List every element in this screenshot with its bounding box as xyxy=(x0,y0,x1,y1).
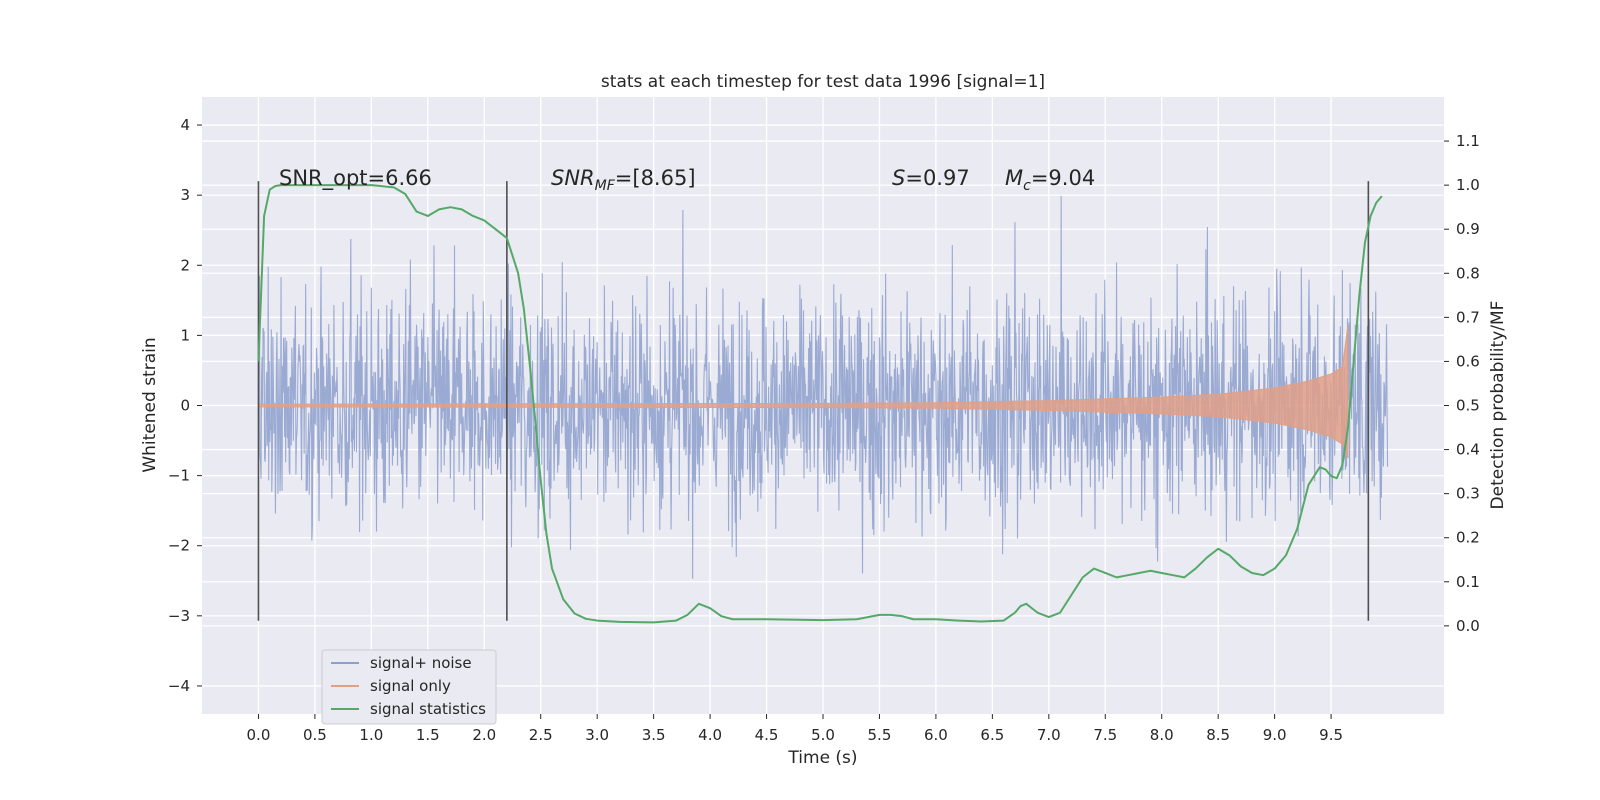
annotation-s: S=0.97 xyxy=(892,166,970,190)
y-axis-label: Whitened strain xyxy=(140,337,160,472)
x-tick-label: 3.0 xyxy=(585,726,609,744)
x-tick-label: 1.5 xyxy=(416,726,440,744)
x-tick-label: 7.0 xyxy=(1037,726,1061,744)
legend: signal+ noise signal only signal statist… xyxy=(321,649,497,725)
s-value: =0.97 xyxy=(905,166,969,190)
y-tick-label: 2 xyxy=(180,256,190,274)
x-tick-label: 1.0 xyxy=(359,726,383,744)
y2-tick-label: 0.9 xyxy=(1456,220,1480,238)
x-tick-label: 4.0 xyxy=(698,726,722,744)
mc-symbol: M xyxy=(1005,166,1023,190)
y-tick-label: 3 xyxy=(180,186,190,204)
y-tick-label: 1 xyxy=(180,326,190,344)
y2-tick-label: 0.3 xyxy=(1456,485,1480,503)
x-tick-label: 9.5 xyxy=(1319,726,1343,744)
series-signal-only xyxy=(257,324,1349,459)
x-tick-label: 5.5 xyxy=(868,726,892,744)
y2-tick-label: 0.4 xyxy=(1456,441,1480,459)
x-tick-label: 2.0 xyxy=(472,726,496,744)
x-tick-label: 2.5 xyxy=(529,726,553,744)
series-signal-noise xyxy=(257,195,1389,579)
y2-axis-label: Detection probability/MF xyxy=(1488,301,1508,510)
y-tick-label: −4 xyxy=(168,677,190,695)
legend-box xyxy=(321,649,497,725)
y-tick-label: −2 xyxy=(168,537,190,555)
x-tick-label: 9.0 xyxy=(1263,726,1287,744)
y-tick-label: 4 xyxy=(180,116,190,134)
mc-value: =9.04 xyxy=(1031,166,1095,190)
legend-label-signal-noise: signal+ noise xyxy=(370,654,472,672)
y-tick-label: −1 xyxy=(168,467,190,485)
x-tick-label: 7.5 xyxy=(1093,726,1117,744)
y2-tick-label: 0.8 xyxy=(1456,264,1480,282)
x-tick-label: 8.0 xyxy=(1150,726,1174,744)
signal-only-trace xyxy=(257,324,1349,459)
series-signal-statistics xyxy=(257,184,1383,624)
s-symbol: S xyxy=(892,166,905,190)
y2-tick-label: 0.6 xyxy=(1456,352,1480,370)
y2-tick-label: 1.1 xyxy=(1456,132,1480,150)
chart-title: stats at each timestep for test data 199… xyxy=(601,72,1045,92)
signal-statistics-line xyxy=(257,184,1383,624)
legend-label-signal-only: signal only xyxy=(370,677,451,695)
y-tick-label: −3 xyxy=(168,607,190,625)
x-tick-label: 4.5 xyxy=(755,726,779,744)
x-tick-label: 0.0 xyxy=(247,726,271,744)
snr-mf-symbol: SNR xyxy=(551,166,595,190)
y2-tick-label: 1.0 xyxy=(1456,176,1480,194)
y2-tick-label: 0.7 xyxy=(1456,308,1480,326)
axis-ticks: 0.0 0.5 1.0 1.5 2.0 2.5 3.0 3.5 4.0 4.5 5.0 5.5 6.0 6… xyxy=(168,116,1480,744)
x-tick-label: 6.0 xyxy=(924,726,948,744)
x-tick-label: 6.5 xyxy=(980,726,1004,744)
mc-subscript: c xyxy=(1023,178,1031,194)
signal-noise-trace xyxy=(257,195,1389,579)
y2-tick-label: 0.2 xyxy=(1456,529,1480,547)
y2-tick-label: 0.0 xyxy=(1456,617,1480,635)
x-axis-label: Time (s) xyxy=(787,748,857,768)
x-tick-label: 5.0 xyxy=(811,726,835,744)
x-tick-label: 3.5 xyxy=(642,726,666,744)
annotation-snr-mf: SNRMF=[8.65] xyxy=(551,166,696,194)
vertical-markers xyxy=(257,181,1370,621)
y-tick-label: 0 xyxy=(180,397,190,415)
snr-mf-subscript: MF xyxy=(595,178,616,194)
x-tick-label: 8.5 xyxy=(1206,726,1230,744)
y2-tick-label: 0.1 xyxy=(1456,573,1480,591)
annotation-snr-opt: SNR_opt=6.66 xyxy=(279,166,432,191)
legend-label-signal-statistics: signal statistics xyxy=(370,700,486,718)
snr-mf-value: =[8.65] xyxy=(615,166,696,190)
annotation-mc: Mc=9.04 xyxy=(1005,166,1095,194)
y2-tick-label: 0.5 xyxy=(1456,397,1480,415)
x-tick-label: 0.5 xyxy=(303,726,327,744)
